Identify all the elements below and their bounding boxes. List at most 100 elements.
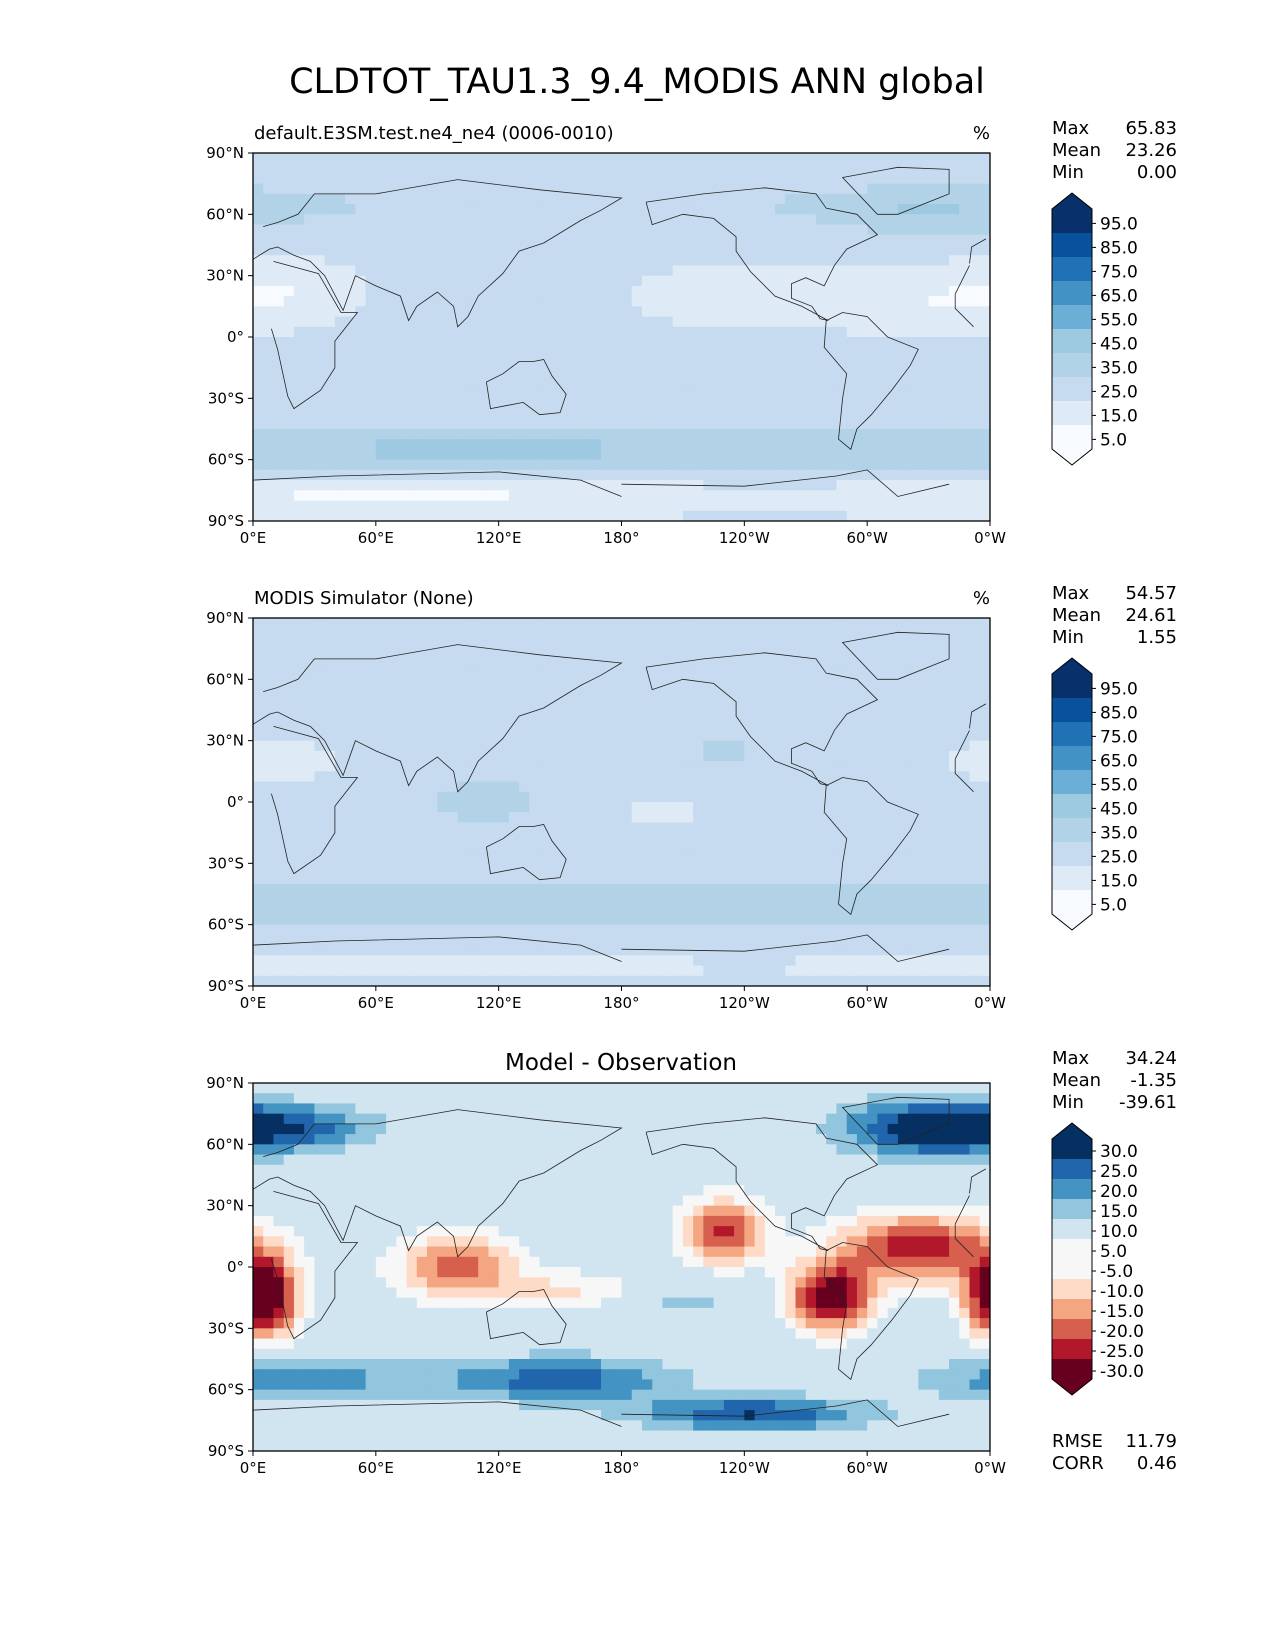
map-cell (549, 761, 561, 772)
map-cell (570, 449, 582, 461)
panel-model-unit: % (973, 123, 990, 144)
map-cell (508, 367, 520, 379)
map-cell (549, 153, 561, 164)
map-cell (734, 204, 745, 215)
map-cell (365, 183, 377, 195)
map-cell (908, 883, 919, 895)
map-cell (795, 638, 807, 650)
map-cell (631, 204, 643, 215)
map-cell (447, 204, 459, 215)
map-cell (570, 469, 582, 481)
map-cell (928, 347, 940, 359)
map-cell (488, 285, 500, 297)
map-cell (744, 689, 756, 701)
map-cell (826, 429, 838, 440)
map-cell (846, 648, 858, 660)
map-cell (283, 173, 295, 185)
map-cell (263, 459, 275, 471)
map-cell (734, 265, 745, 277)
map-cell (293, 689, 305, 701)
map-cell (447, 853, 459, 864)
map-cell (539, 781, 551, 793)
map-cell (293, 480, 305, 491)
map-cell (498, 924, 510, 936)
map-cell (416, 480, 428, 491)
map-cell (856, 183, 868, 195)
map-cell (754, 863, 766, 875)
map-cell (386, 214, 397, 226)
map-cell (836, 822, 848, 834)
map-cell (703, 183, 715, 195)
map-cell (836, 761, 848, 772)
map-cell (775, 173, 786, 185)
map-cell (693, 750, 704, 762)
map-cell (293, 296, 305, 307)
map-cell (488, 802, 500, 813)
map-cell (570, 894, 582, 905)
map-cell (416, 296, 428, 307)
map-cell (334, 832, 346, 844)
map-cell (283, 285, 295, 297)
map-cell (283, 679, 295, 691)
map-cell (263, 638, 275, 650)
map-cell (764, 449, 776, 461)
map-cell (908, 418, 919, 430)
map-cell (897, 740, 909, 752)
map-cell (815, 883, 827, 895)
map-cell (590, 285, 602, 297)
map-cell (836, 883, 848, 895)
map-cell (908, 812, 919, 824)
map-cell (662, 449, 674, 461)
map-cell (560, 740, 571, 752)
map-cell (611, 429, 623, 440)
map-cell (846, 316, 858, 328)
map-cell (293, 429, 305, 440)
map-cell (949, 720, 960, 732)
map-cell (386, 224, 397, 236)
map-cell (938, 863, 950, 875)
map-cell (621, 904, 633, 916)
map-cell (928, 388, 940, 399)
map-cell (744, 791, 756, 803)
map-cell (560, 750, 571, 762)
map-cell (918, 429, 930, 440)
map-cell (703, 761, 715, 772)
map-cell (723, 234, 735, 246)
map-cell (386, 183, 397, 195)
map-cell (508, 710, 520, 721)
map-cell (253, 710, 264, 721)
map-cell (805, 326, 817, 338)
map-cell (713, 255, 725, 267)
map-cell (601, 924, 612, 936)
map-cell (754, 153, 766, 164)
map-cell (396, 699, 408, 711)
map-cell (416, 408, 428, 420)
map-cell (631, 720, 643, 732)
map-cell (488, 883, 500, 895)
map-cell (273, 296, 285, 307)
map-cell (396, 863, 408, 875)
map-cell (785, 326, 797, 338)
map-cell (508, 326, 520, 338)
coastline (841, 166, 950, 215)
map-cell (560, 771, 571, 783)
map-cell (406, 398, 418, 410)
map-cell (703, 914, 715, 926)
map-cell (815, 153, 827, 164)
map-cell (580, 388, 592, 399)
map-cell (641, 761, 653, 772)
map-cell (519, 234, 530, 246)
map-cell (775, 459, 786, 471)
map-cell (959, 388, 971, 399)
map-cell (427, 449, 438, 461)
map-cell (447, 367, 459, 379)
map-cell (488, 730, 500, 742)
map-cell (478, 873, 490, 885)
map-cell (969, 245, 981, 256)
map-cell (549, 648, 561, 660)
map-cell (969, 873, 981, 885)
map-cell (969, 510, 981, 521)
map-cell (795, 894, 807, 905)
map-cell (949, 367, 960, 379)
map-cell (437, 812, 449, 824)
